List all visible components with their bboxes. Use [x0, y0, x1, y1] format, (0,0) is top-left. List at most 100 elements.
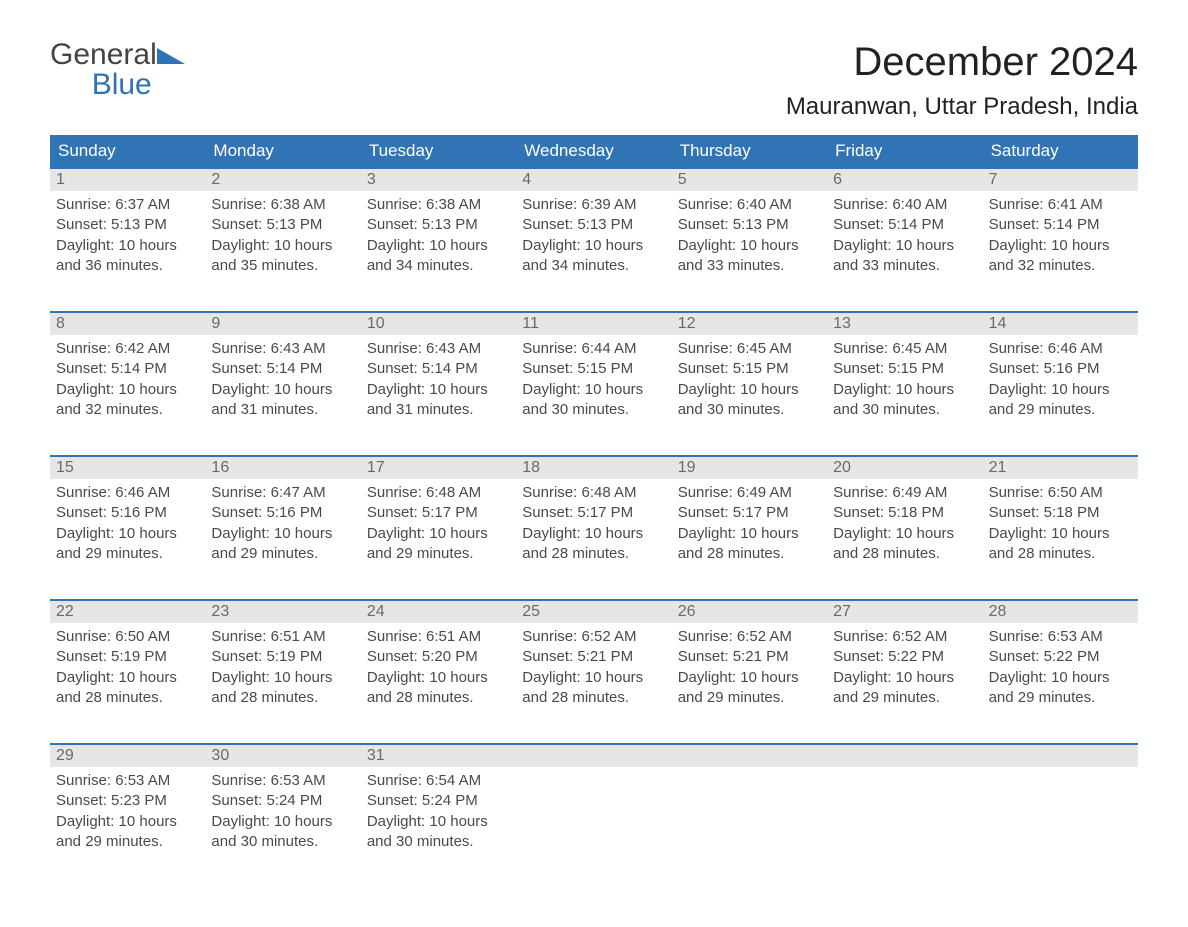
info-line: Sunrise: 6:48 AM: [367, 483, 510, 503]
info-line: Daylight: 10 hours: [56, 380, 199, 400]
calendar-cell: [827, 743, 982, 887]
day-number: 25: [516, 601, 671, 623]
info-line: Sunset: 5:15 PM: [522, 359, 665, 379]
month-title: December 2024: [786, 40, 1138, 85]
info-line: Sunrise: 6:49 AM: [833, 483, 976, 503]
day-number: 7: [983, 169, 1138, 191]
info-line: Daylight: 10 hours: [989, 236, 1132, 256]
info-line: Sunrise: 6:53 AM: [989, 627, 1132, 647]
info-line: and 29 minutes.: [56, 832, 199, 852]
info-line: Sunrise: 6:49 AM: [678, 483, 821, 503]
day-number: 30: [205, 745, 360, 767]
day-number: 31: [361, 745, 516, 767]
info-line: and 29 minutes.: [989, 688, 1132, 708]
day-info: Sunrise: 6:53 AMSunset: 5:22 PMDaylight:…: [983, 623, 1138, 708]
day-number: 27: [827, 601, 982, 623]
calendar-cell: 5Sunrise: 6:40 AMSunset: 5:13 PMDaylight…: [672, 167, 827, 311]
info-line: Daylight: 10 hours: [367, 236, 510, 256]
info-line: Sunset: 5:22 PM: [989, 647, 1132, 667]
info-line: Sunrise: 6:51 AM: [211, 627, 354, 647]
info-line: Sunset: 5:16 PM: [56, 503, 199, 523]
day-number: 12: [672, 313, 827, 335]
day-number-empty: [983, 745, 1138, 767]
calendar-cell: [516, 743, 671, 887]
calendar-cell: 16Sunrise: 6:47 AMSunset: 5:16 PMDayligh…: [205, 455, 360, 599]
day-info: Sunrise: 6:41 AMSunset: 5:14 PMDaylight:…: [983, 191, 1138, 276]
info-line: Sunset: 5:16 PM: [211, 503, 354, 523]
info-line: Sunrise: 6:46 AM: [56, 483, 199, 503]
info-line: Sunset: 5:18 PM: [989, 503, 1132, 523]
info-line: Sunrise: 6:54 AM: [367, 771, 510, 791]
dayname-header: Friday: [827, 135, 982, 167]
info-line: and 30 minutes.: [522, 400, 665, 420]
info-line: Sunset: 5:18 PM: [833, 503, 976, 523]
calendar-cell: 10Sunrise: 6:43 AMSunset: 5:14 PMDayligh…: [361, 311, 516, 455]
title-block: December 2024 Mauranwan, Uttar Pradesh, …: [786, 40, 1138, 121]
day-number: 10: [361, 313, 516, 335]
info-line: and 28 minutes.: [678, 544, 821, 564]
info-line: Daylight: 10 hours: [678, 524, 821, 544]
day-number: 3: [361, 169, 516, 191]
info-line: Sunset: 5:13 PM: [522, 215, 665, 235]
info-line: Sunrise: 6:53 AM: [211, 771, 354, 791]
info-line: Sunset: 5:15 PM: [833, 359, 976, 379]
day-info: Sunrise: 6:43 AMSunset: 5:14 PMDaylight:…: [205, 335, 360, 420]
info-line: Sunset: 5:13 PM: [678, 215, 821, 235]
day-number: 5: [672, 169, 827, 191]
info-line: and 28 minutes.: [56, 688, 199, 708]
calendar-cell: 29Sunrise: 6:53 AMSunset: 5:23 PMDayligh…: [50, 743, 205, 887]
info-line: Sunset: 5:20 PM: [367, 647, 510, 667]
info-line: Sunset: 5:21 PM: [678, 647, 821, 667]
day-number: 14: [983, 313, 1138, 335]
info-line: Sunrise: 6:45 AM: [833, 339, 976, 359]
info-line: Sunrise: 6:47 AM: [211, 483, 354, 503]
info-line: Daylight: 10 hours: [678, 380, 821, 400]
info-line: and 33 minutes.: [678, 256, 821, 276]
info-line: Sunrise: 6:50 AM: [56, 627, 199, 647]
info-line: and 28 minutes.: [989, 544, 1132, 564]
info-line: and 30 minutes.: [367, 832, 510, 852]
day-number: 13: [827, 313, 982, 335]
day-info: Sunrise: 6:45 AMSunset: 5:15 PMDaylight:…: [827, 335, 982, 420]
info-line: Daylight: 10 hours: [989, 524, 1132, 544]
day-number: 15: [50, 457, 205, 479]
info-line: Sunset: 5:21 PM: [522, 647, 665, 667]
info-line: Sunrise: 6:53 AM: [56, 771, 199, 791]
day-number: 19: [672, 457, 827, 479]
info-line: Sunset: 5:14 PM: [211, 359, 354, 379]
info-line: Sunrise: 6:48 AM: [522, 483, 665, 503]
day-number: 11: [516, 313, 671, 335]
info-line: Sunset: 5:19 PM: [56, 647, 199, 667]
calendar-cell: 8Sunrise: 6:42 AMSunset: 5:14 PMDaylight…: [50, 311, 205, 455]
day-number: 20: [827, 457, 982, 479]
day-info: Sunrise: 6:48 AMSunset: 5:17 PMDaylight:…: [516, 479, 671, 564]
day-info: Sunrise: 6:49 AMSunset: 5:18 PMDaylight:…: [827, 479, 982, 564]
info-line: Sunset: 5:14 PM: [989, 215, 1132, 235]
info-line: and 29 minutes.: [989, 400, 1132, 420]
info-line: Sunset: 5:24 PM: [367, 791, 510, 811]
info-line: Daylight: 10 hours: [833, 524, 976, 544]
calendar-cell: 14Sunrise: 6:46 AMSunset: 5:16 PMDayligh…: [983, 311, 1138, 455]
info-line: and 29 minutes.: [367, 544, 510, 564]
info-line: Sunset: 5:22 PM: [833, 647, 976, 667]
dayname-header: Monday: [205, 135, 360, 167]
day-info: Sunrise: 6:52 AMSunset: 5:21 PMDaylight:…: [516, 623, 671, 708]
info-line: Daylight: 10 hours: [989, 380, 1132, 400]
info-line: Daylight: 10 hours: [522, 668, 665, 688]
flag-icon: [157, 46, 185, 66]
info-line: and 29 minutes.: [678, 688, 821, 708]
info-line: Sunrise: 6:37 AM: [56, 195, 199, 215]
brand-part2: Blue: [92, 68, 152, 101]
info-line: Sunset: 5:14 PM: [367, 359, 510, 379]
info-line: Daylight: 10 hours: [56, 524, 199, 544]
calendar-cell: 25Sunrise: 6:52 AMSunset: 5:21 PMDayligh…: [516, 599, 671, 743]
brand-logo: General Blue: [50, 40, 185, 100]
info-line: and 32 minutes.: [56, 400, 199, 420]
day-info: Sunrise: 6:47 AMSunset: 5:16 PMDaylight:…: [205, 479, 360, 564]
calendar-cell: 15 Sunrise: 6:46 AMSunset: 5:16 PMDayligh…: [50, 455, 205, 599]
day-info: Sunrise: 6:38 AMSunset: 5:13 PMDaylight:…: [205, 191, 360, 276]
info-line: and 33 minutes.: [833, 256, 976, 276]
info-line: and 31 minutes.: [211, 400, 354, 420]
day-number: 16: [205, 457, 360, 479]
day-info: Sunrise: 6:50 AMSunset: 5:18 PMDaylight:…: [983, 479, 1138, 564]
